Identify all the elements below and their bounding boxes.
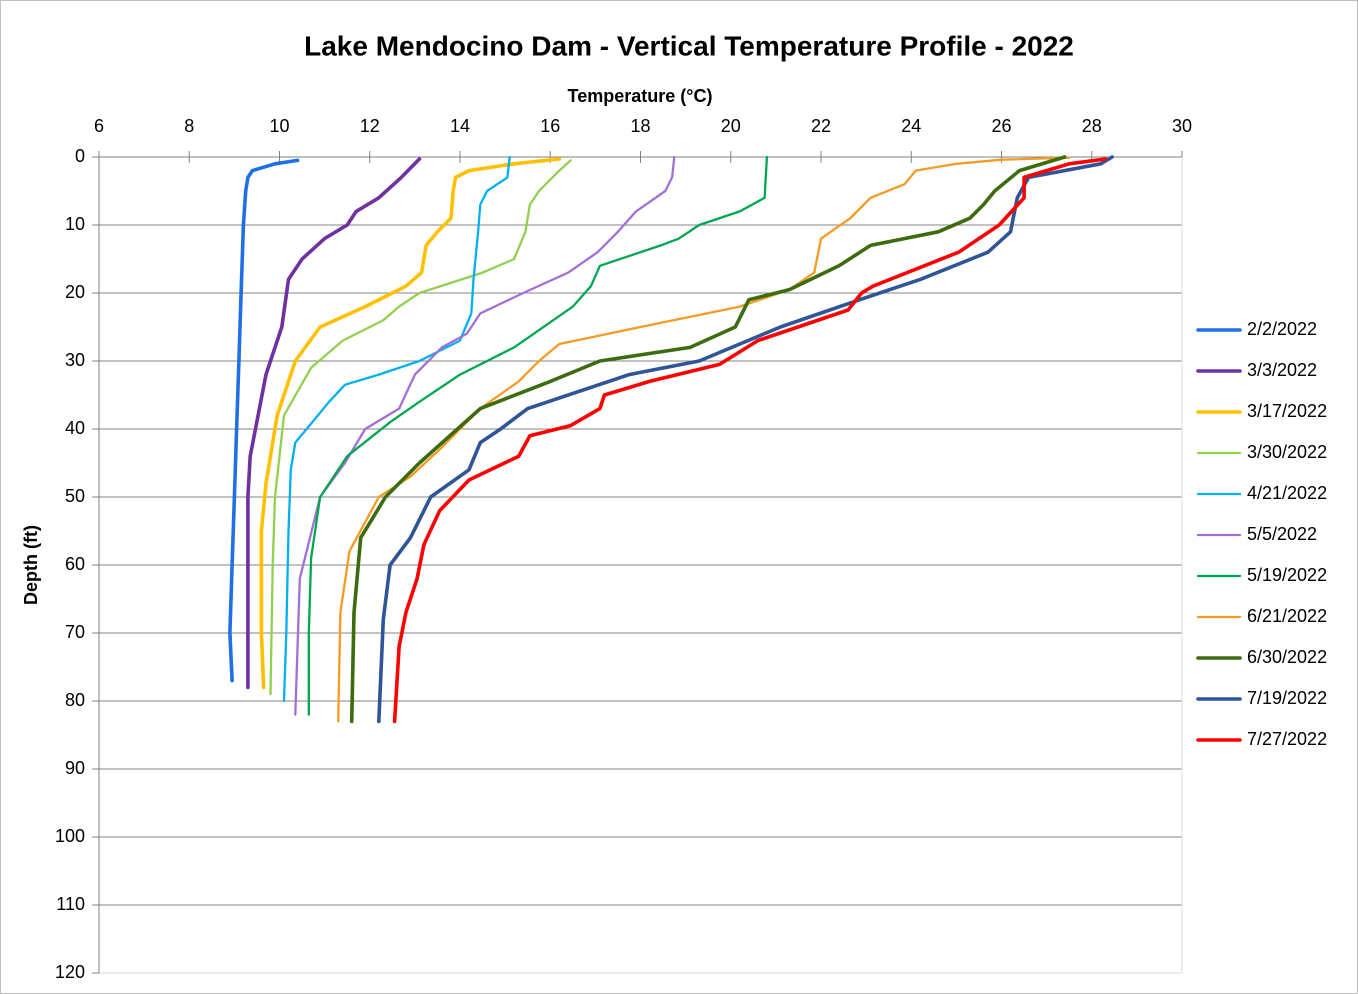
legend-label: 7/19/2022: [1247, 688, 1327, 708]
y-tick-label: 10: [65, 214, 85, 234]
x-tick-label: 28: [1082, 116, 1102, 136]
series-line: [282, 155, 511, 703]
series-line: [294, 155, 676, 716]
series-line: [228, 158, 300, 683]
x-axis-title: Temperature (°C): [568, 86, 713, 106]
y-axis-title: Depth (ft): [21, 525, 41, 605]
legend-label: 7/27/2022: [1247, 729, 1327, 749]
x-tick-label: 12: [360, 116, 380, 136]
x-tick-label: 30: [1172, 116, 1192, 136]
x-tick-label: 22: [811, 116, 831, 136]
series-line: [259, 157, 562, 690]
y-tick-label: 110: [56, 894, 85, 914]
x-tick-label: 14: [450, 116, 470, 136]
legend-label: 2/2/2022: [1247, 319, 1317, 339]
series-line: [349, 155, 1067, 724]
series-line: [377, 155, 1114, 724]
x-tick-label: 26: [991, 116, 1011, 136]
series-line: [392, 157, 1108, 724]
y-tick-label: 80: [65, 690, 85, 710]
y-tick-label: 30: [65, 350, 85, 370]
legend-label: 5/5/2022: [1247, 524, 1317, 544]
y-tick-label: 100: [55, 826, 85, 846]
y-tick-label: 40: [65, 418, 85, 438]
y-tick-label: 60: [65, 554, 85, 574]
x-tick-label: 6: [94, 116, 104, 136]
y-tick-label: 0: [75, 146, 85, 166]
chart-title: Lake Mendocino Dam - Vertical Temperatur…: [304, 30, 1074, 61]
legend-label: 6/21/2022: [1247, 606, 1327, 626]
y-tick-label: 70: [65, 622, 85, 642]
x-tick-label: 8: [184, 116, 194, 136]
legend-label: 4/21/2022: [1247, 483, 1327, 503]
legend-label: 6/30/2022: [1247, 647, 1327, 667]
x-tick-label: 18: [630, 116, 650, 136]
legend-label: 3/3/2022: [1247, 360, 1317, 380]
y-tick-label: 120: [55, 962, 85, 982]
x-tick-label: 10: [269, 116, 289, 136]
legend-label: 3/30/2022: [1247, 442, 1327, 462]
y-tick-label: 50: [65, 486, 85, 506]
y-tick-label: 90: [65, 758, 85, 778]
x-tick-label: 16: [540, 116, 560, 136]
series-line: [307, 155, 769, 716]
x-tick-label: 24: [901, 116, 921, 136]
series-line: [269, 159, 572, 696]
legend-label: 3/17/2022: [1247, 401, 1327, 421]
x-tick-label: 20: [721, 116, 741, 136]
legend-label: 5/19/2022: [1247, 565, 1327, 585]
y-tick-label: 20: [65, 282, 85, 302]
series-line: [246, 157, 422, 690]
